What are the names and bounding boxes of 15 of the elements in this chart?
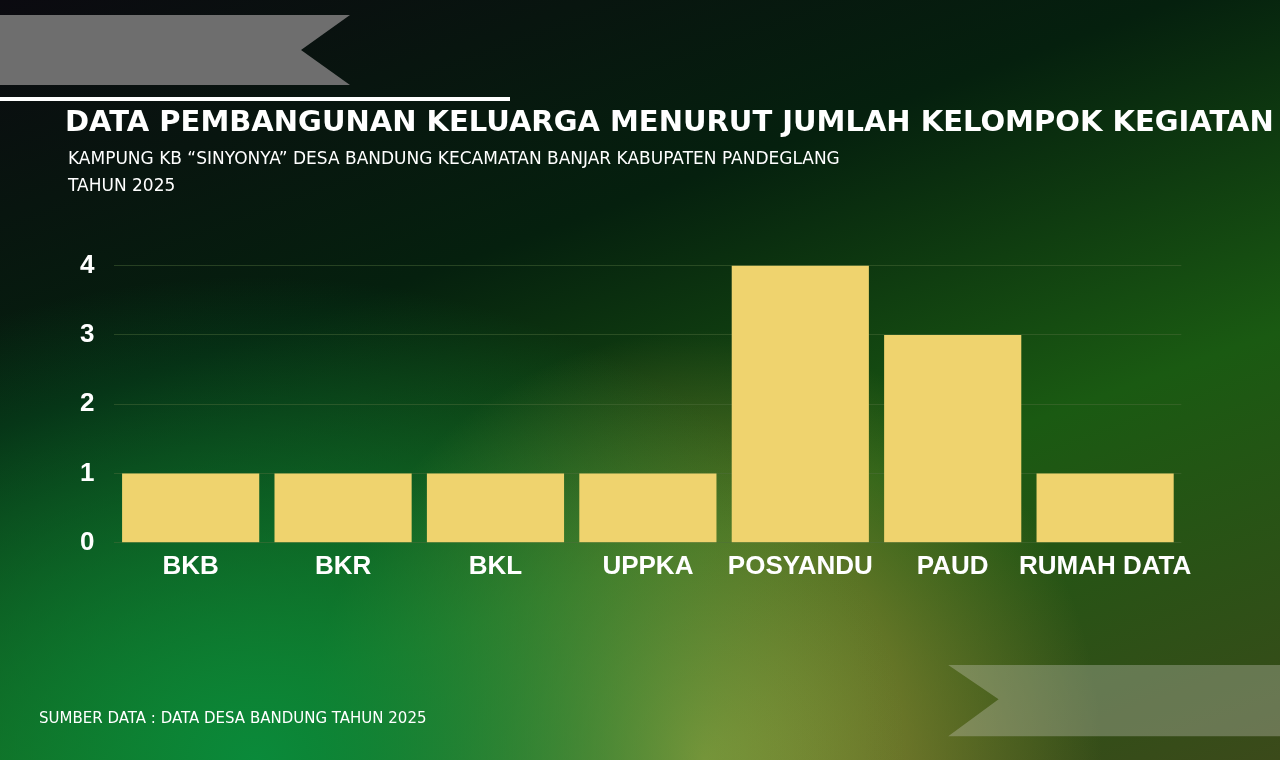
x-tick-label: POSYANDU	[727, 549, 873, 580]
x-tick-label: BKL	[468, 549, 523, 580]
y-tick-label: 0	[79, 525, 95, 556]
x-tick-label: RUMAH DATA	[1018, 549, 1192, 580]
y-tick-label: 1	[79, 456, 95, 487]
text: SUMBER DATA : DATA DESA BANDUNG TAHUN 2025	[39, 709, 427, 727]
x-tick-label: BKR	[314, 549, 372, 580]
y-tick-label: 3	[79, 318, 95, 349]
x-tick-label: PAUD	[916, 549, 989, 580]
chart-title: DATA PEMBANGUNAN KELUARGA MENURUT JUMLAH KELOMPOK KEGIATAN	[65, 104, 1274, 138]
y-tick-label: 2	[79, 387, 95, 418]
chart-subtitle: KAMPUNG KB “SINYONYA” DESA BANDUNG KECAMATAN BANJAR KABUPATEN PANDEGLANG TAHUN 2025	[68, 147, 840, 197]
x-tick-label: BKB	[162, 549, 219, 580]
x-tick-label: UPPKA	[602, 549, 694, 580]
y-tick-label: 4	[79, 248, 95, 279]
